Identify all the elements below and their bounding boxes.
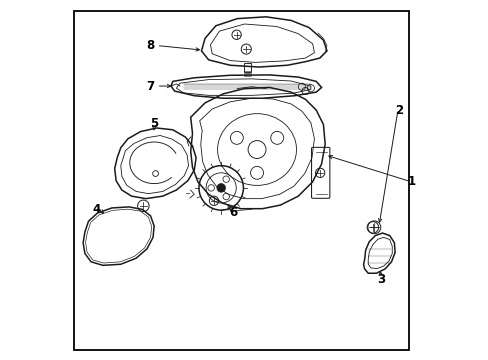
Text: 4: 4 bbox=[92, 203, 101, 216]
Text: 2: 2 bbox=[395, 104, 403, 117]
Bar bbox=[244, 63, 250, 72]
Text: 5: 5 bbox=[150, 117, 158, 130]
Text: 8: 8 bbox=[146, 39, 154, 52]
Text: 6: 6 bbox=[228, 207, 237, 220]
Text: 3: 3 bbox=[376, 273, 384, 286]
Circle shape bbox=[217, 184, 225, 192]
Text: 7: 7 bbox=[146, 80, 154, 93]
Text: 1: 1 bbox=[407, 175, 414, 188]
